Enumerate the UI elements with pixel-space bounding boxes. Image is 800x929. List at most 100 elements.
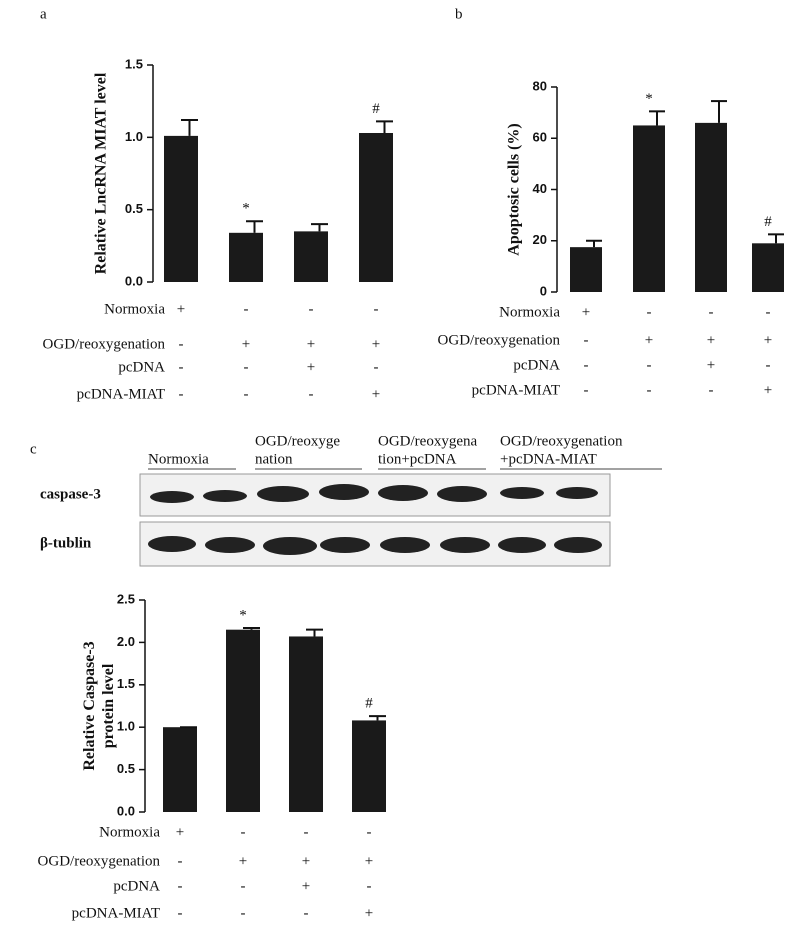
lane-label: OGD/reoxygenation — [500, 433, 623, 449]
condition-label: pcDNA — [118, 359, 165, 375]
bar — [695, 122, 727, 292]
band — [440, 537, 490, 553]
bar — [229, 232, 263, 282]
annotation: * — [645, 91, 653, 107]
lane-label: tion+pcDNA — [378, 451, 457, 467]
condition-sign: - — [179, 386, 184, 402]
condition-sign: + — [242, 336, 250, 352]
condition-sign: + — [645, 332, 653, 348]
condition-sign: + — [302, 878, 310, 894]
condition-sign: - — [304, 905, 309, 921]
condition-sign: - — [647, 357, 652, 373]
condition-sign: - — [584, 357, 589, 373]
lane-label: +pcDNA-MIAT — [500, 451, 597, 467]
condition-label: OGD/reoxygenation — [438, 332, 561, 348]
blot-row-label: caspase-3 — [40, 486, 101, 502]
annotation: # — [365, 696, 373, 712]
bar — [352, 720, 386, 812]
y-tick-label: 20 — [533, 232, 547, 247]
condition-sign: - — [178, 853, 183, 869]
bar — [164, 135, 198, 282]
band — [148, 536, 196, 552]
condition-sign: - — [244, 386, 249, 402]
condition-sign: + — [177, 301, 185, 317]
y-tick-label: 1.0 — [125, 129, 143, 144]
bands — [148, 484, 602, 555]
condition-sign: + — [372, 386, 380, 402]
y-axis-label: protein level — [100, 663, 117, 748]
condition-sign: - — [179, 359, 184, 375]
bar — [226, 629, 260, 812]
condition-sign: + — [707, 357, 715, 373]
condition-sign: - — [647, 304, 652, 320]
panel-label: b — [455, 6, 463, 22]
condition-sign: - — [584, 382, 589, 398]
condition-label: OGD/reoxygenation — [43, 336, 166, 352]
bar — [633, 125, 665, 292]
condition-sign: - — [367, 878, 372, 894]
condition-label: pcDNA — [113, 878, 160, 894]
condition-sign: - — [374, 359, 379, 375]
bar — [294, 231, 328, 282]
y-axis-label: Relative Caspase-3 — [81, 641, 98, 770]
condition-sign: - — [244, 359, 249, 375]
band — [554, 537, 602, 553]
condition-sign: - — [367, 824, 372, 840]
condition-label: pcDNA-MIAT — [72, 905, 160, 921]
bar — [163, 727, 197, 812]
condition-label: pcDNA-MIAT — [77, 386, 165, 402]
y-axis-label: Relative LncRNA MIAT level — [93, 72, 110, 274]
blot-row-label: β-tublin — [40, 535, 92, 551]
bar — [570, 247, 602, 292]
condition-sign: - — [178, 878, 183, 894]
y-tick-label: 0.0 — [117, 803, 135, 818]
band — [257, 486, 309, 502]
condition-sign: + — [307, 359, 315, 375]
y-tick-label: 2.0 — [117, 634, 135, 649]
lane-label: OGD/reoxygena — [378, 433, 477, 449]
condition-sign: - — [584, 332, 589, 348]
panel-label: c — [30, 441, 37, 457]
bar — [752, 243, 784, 292]
condition-sign: + — [365, 853, 373, 869]
condition-sign: - — [178, 905, 183, 921]
condition-sign: + — [302, 853, 310, 869]
annotation: # — [372, 101, 380, 117]
y-tick-label: 0.0 — [125, 273, 143, 288]
condition-sign: + — [707, 332, 715, 348]
y-tick-label: 0 — [540, 283, 547, 298]
y-tick-label: 1.0 — [117, 719, 135, 734]
band — [380, 537, 430, 553]
condition-sign: - — [241, 905, 246, 921]
annotation: * — [239, 607, 247, 623]
annotation: # — [764, 214, 772, 230]
panel-label: a — [40, 6, 47, 22]
condition-sign: - — [241, 878, 246, 894]
condition-sign: - — [647, 382, 652, 398]
condition-sign: - — [766, 357, 771, 373]
band — [319, 484, 369, 500]
blot — [139, 468, 662, 567]
condition-sign: + — [239, 853, 247, 869]
condition-sign: + — [365, 905, 373, 921]
condition-sign: + — [764, 332, 772, 348]
y-tick-label: 0.5 — [125, 201, 143, 216]
condition-label: pcDNA-MIAT — [472, 382, 560, 398]
condition-sign: - — [179, 336, 184, 352]
band — [263, 537, 317, 555]
condition-sign: - — [304, 824, 309, 840]
band — [498, 537, 546, 553]
band — [378, 485, 428, 501]
band — [150, 491, 194, 503]
band — [500, 487, 544, 499]
bar — [359, 132, 393, 282]
condition-sign: + — [764, 382, 772, 398]
annotation: * — [242, 201, 250, 217]
band — [556, 487, 598, 499]
condition-sign: + — [176, 824, 184, 840]
condition-sign: - — [709, 304, 714, 320]
condition-sign: - — [374, 301, 379, 317]
band — [205, 537, 255, 553]
